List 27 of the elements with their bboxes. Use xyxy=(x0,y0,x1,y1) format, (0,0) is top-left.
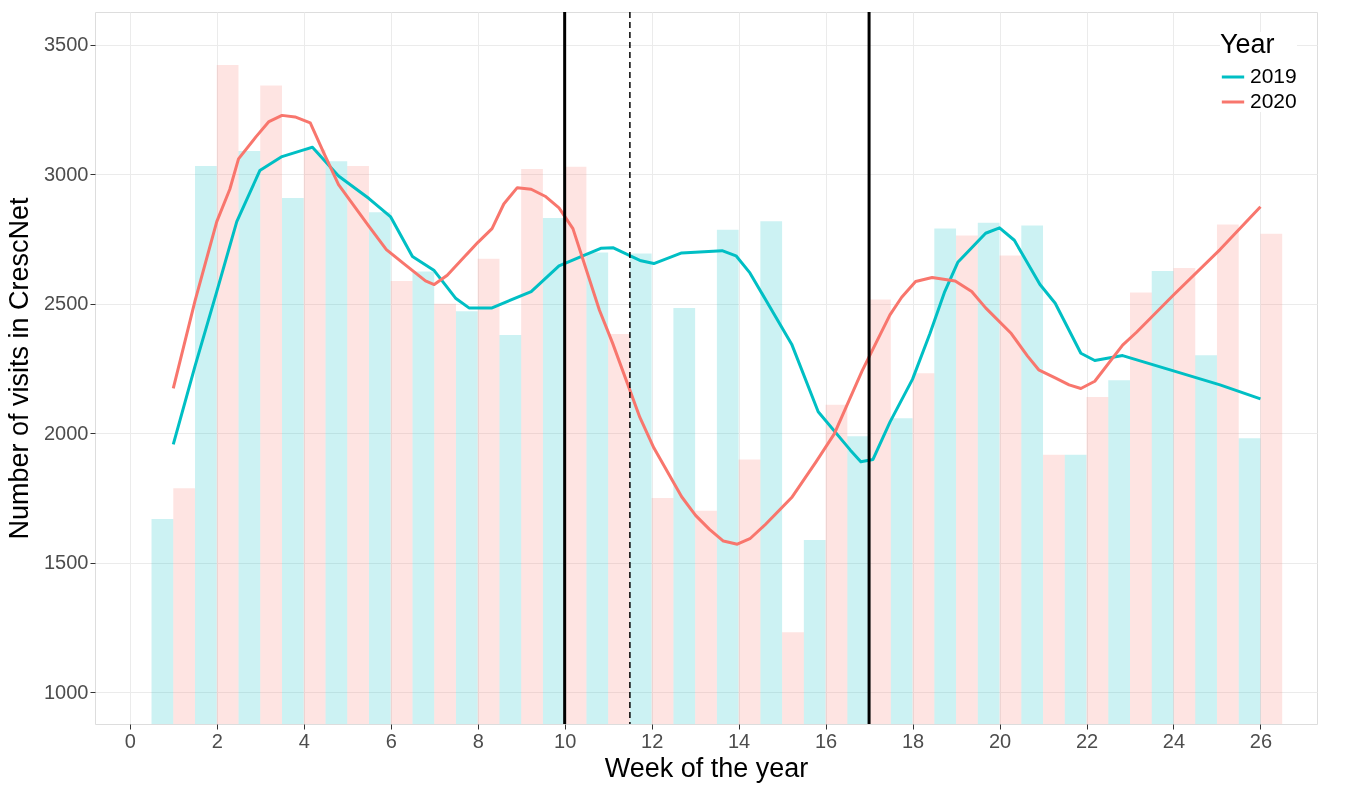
x-tick-label: 0 xyxy=(124,729,136,752)
y-tick-label: 1500 xyxy=(44,551,89,574)
legend-label: 2020 xyxy=(1250,89,1297,112)
x-tick-label: 22 xyxy=(1075,729,1099,752)
x-tick-label: 26 xyxy=(1249,729,1273,752)
legend-title: Year xyxy=(1220,29,1275,59)
x-tick-label: 20 xyxy=(988,729,1012,752)
x-tick-label: 8 xyxy=(472,729,484,752)
line-series xyxy=(171,113,1262,546)
x-tick-label: 6 xyxy=(385,729,397,752)
y-axis-title: Number of visits in CrescNet xyxy=(4,196,35,540)
y-tick-label: 3000 xyxy=(44,162,89,185)
y-tick-label: 2500 xyxy=(44,292,89,315)
line-series xyxy=(171,145,1262,464)
x-tick-label: 14 xyxy=(727,729,751,752)
x-tick-label: 4 xyxy=(298,729,310,752)
y-tick-label: 2000 xyxy=(44,421,89,444)
x-tick-label: 18 xyxy=(901,729,925,752)
x-tick-label: 10 xyxy=(554,729,577,752)
x-axis-title: Week of the year xyxy=(604,752,809,783)
y-tick-label: 3500 xyxy=(44,33,89,56)
x-tick-label: 24 xyxy=(1162,729,1186,752)
y-tick-label: 1000 xyxy=(44,680,89,703)
legend-label: 2019 xyxy=(1250,64,1297,87)
x-tick-label: 2 xyxy=(211,729,223,752)
x-tick-label: 12 xyxy=(641,729,664,752)
x-tick-label: 16 xyxy=(814,729,838,752)
